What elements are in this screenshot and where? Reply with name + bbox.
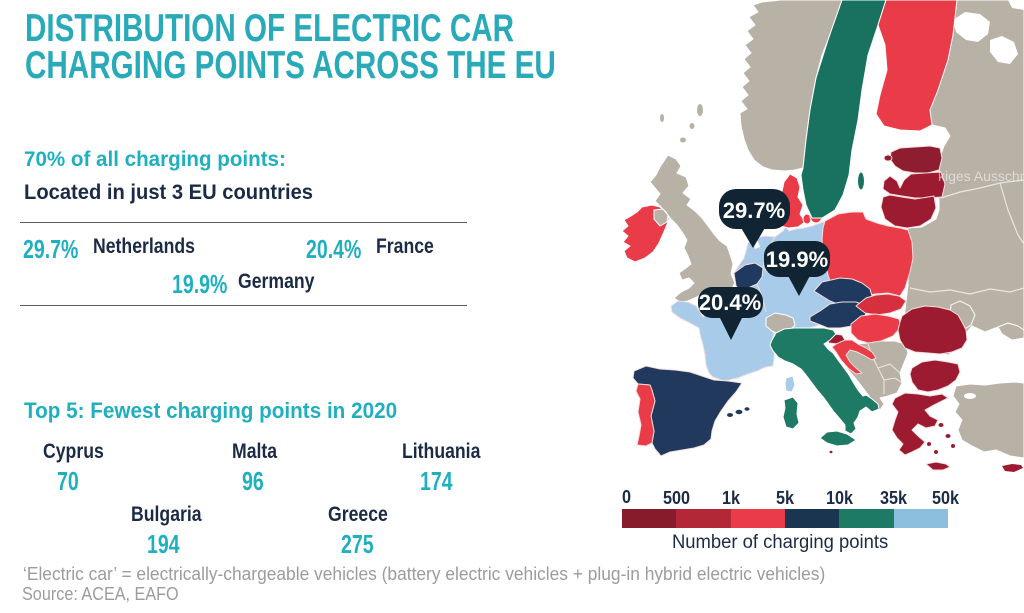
svg-text:29.7%: 29.7% — [723, 198, 785, 223]
svg-text:20.4%: 20.4% — [699, 290, 761, 315]
svg-text:19.9%: 19.9% — [766, 247, 828, 272]
svg-text:kiges Ausschn: kiges Ausschn — [938, 168, 1024, 184]
